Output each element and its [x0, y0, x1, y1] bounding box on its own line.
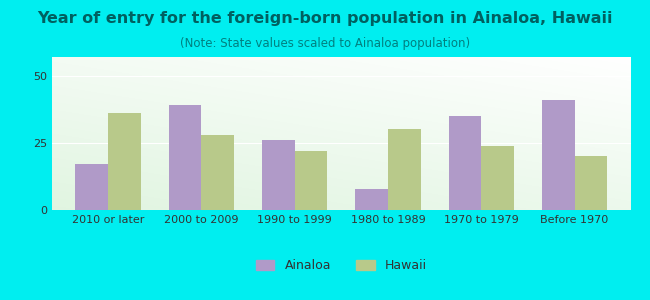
Bar — [202, 135, 234, 210]
Text: Year of entry for the foreign-born population in Ainaloa, Hawaii: Year of entry for the foreign-born popul… — [37, 11, 613, 26]
Bar — [108, 113, 140, 210]
Bar — [75, 164, 108, 210]
Bar — [448, 116, 481, 210]
Legend: Ainaloa, Hawaii: Ainaloa, Hawaii — [251, 254, 432, 277]
Bar — [481, 146, 514, 210]
Bar — [575, 156, 607, 210]
Bar — [262, 140, 294, 210]
Bar — [168, 105, 202, 210]
Bar — [356, 188, 388, 210]
Bar — [388, 130, 421, 210]
Bar — [542, 100, 575, 210]
Text: (Note: State values scaled to Ainaloa population): (Note: State values scaled to Ainaloa po… — [180, 38, 470, 50]
Bar — [294, 151, 327, 210]
